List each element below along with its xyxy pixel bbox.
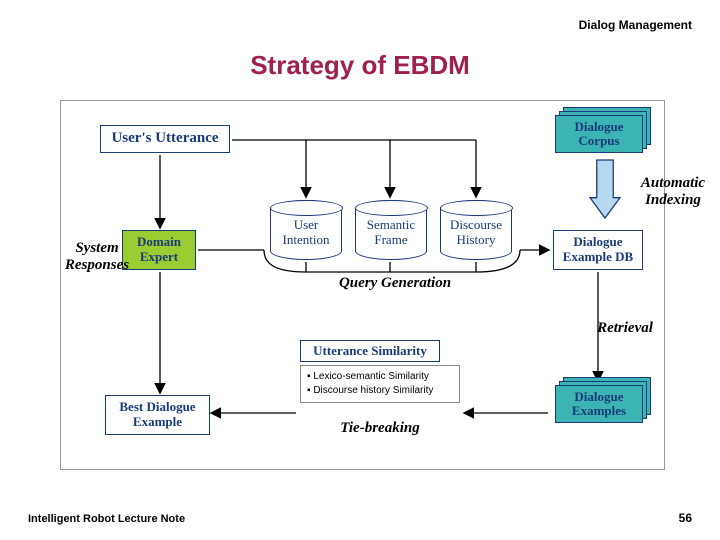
discourse-history-db: Discourse History xyxy=(440,200,512,260)
system-responses-label: System Responses xyxy=(62,240,132,275)
semantic-frame-db: Semantic Frame xyxy=(355,200,427,260)
best-dialogue-box: Best Dialogue Example xyxy=(105,395,210,435)
query-generation-label: Query Generation xyxy=(320,275,470,292)
dialogue-corpus-stack: Dialogue Corpus xyxy=(555,115,643,153)
domain-expert-box: Domain Expert xyxy=(122,230,196,270)
tie-breaking-label: Tie-breaking xyxy=(330,420,430,437)
user-intention-db: User Intention xyxy=(270,200,342,260)
dialogue-example-db-box: Dialogue Example DB xyxy=(553,230,643,270)
header-label: Dialog Management xyxy=(579,18,692,32)
retrieval-label: Retrieval xyxy=(590,320,660,337)
page-number: 56 xyxy=(679,511,692,525)
page-title: Strategy of EBDM xyxy=(250,50,470,81)
footer-left: Intelligent Robot Lecture Note xyxy=(28,513,185,525)
similarity-details-box: ▪ Lexico-semantic Similarity▪ Discourse … xyxy=(300,365,460,403)
dialogue-examples-stack: Dialogue Examples xyxy=(555,385,643,423)
utterance-similarity-box: Utterance Similarity xyxy=(300,340,440,362)
users-utterance-box: User's Utterance xyxy=(100,125,230,153)
automatic-indexing-label: Automatic Indexing xyxy=(638,175,708,210)
